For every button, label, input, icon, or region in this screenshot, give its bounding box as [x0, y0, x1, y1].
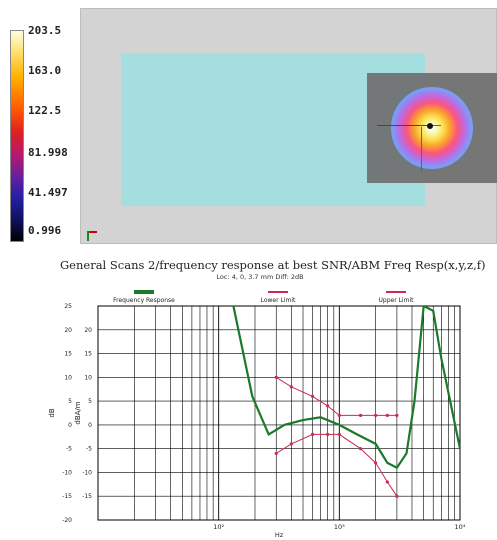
y-tick-label-inner: -15 — [82, 493, 92, 500]
chart-title: General Scans 2/frequency response at be… — [60, 258, 460, 272]
series-point — [326, 404, 329, 407]
series-point — [386, 480, 389, 483]
series-point — [359, 414, 362, 417]
series-point — [326, 433, 329, 436]
probe-scan-area — [367, 73, 497, 183]
colorbar-label: 0.996 — [28, 224, 61, 237]
y-tick-label-left: -20 — [62, 517, 72, 524]
legend-label: Frequency Response — [113, 297, 175, 304]
y-tick-label-left: 20 — [64, 327, 72, 334]
y-tick-label-left: 10 — [64, 374, 72, 381]
x-axis-marker — [377, 125, 427, 126]
colorbar-label: 122.5 — [28, 104, 61, 117]
y-tick-label-left: 0 — [68, 422, 72, 429]
series-point — [290, 385, 293, 388]
y-axis-title: dB — [48, 408, 56, 417]
series-point — [359, 447, 362, 450]
series-point — [311, 433, 314, 436]
y-axis-title-inner: dBA/m — [74, 401, 82, 424]
series-point — [311, 395, 314, 398]
x-tick-label: 10³ — [334, 523, 345, 531]
y-tick-label-left: 25 — [64, 303, 72, 310]
y-tick-label-inner: 15 — [84, 351, 92, 358]
colorbar: 203.5 163.0 122.5 81.998 41.497 0.996 — [4, 22, 80, 244]
y-axis-marker — [421, 127, 422, 173]
y-tick-label-left: 5 — [68, 398, 72, 405]
series-point — [275, 376, 278, 379]
origin-y-axis-icon — [87, 231, 89, 241]
x-axis-title: Hz — [275, 531, 284, 539]
x-tick-label: 10² — [213, 523, 224, 531]
legend-label: Upper Limit — [379, 297, 415, 304]
peak-marker — [427, 123, 433, 129]
y-tick-label-left: -15 — [62, 493, 72, 500]
x-tick-label: 10⁴ — [455, 523, 466, 531]
colorbar-label: 81.998 — [28, 146, 68, 159]
series-point — [275, 452, 278, 455]
y-tick-label-inner: -10 — [82, 469, 92, 476]
y-tick-label-inner: 10 — [84, 374, 92, 381]
colorbar-label: 41.497 — [28, 186, 68, 199]
series-point — [290, 442, 293, 445]
frequency-response-chart: 25 20 15 10 5 0 -5 -10 -15 -20 20 15 10 5 0 -5 -10 -15 dB d… — [0, 280, 497, 540]
series-point — [338, 414, 341, 417]
legend-label: Lower Limit — [261, 297, 296, 304]
y-tick-label-inner: 5 — [88, 398, 92, 405]
plot-area — [98, 306, 460, 520]
y-tick-label-inner: 0 — [88, 422, 92, 429]
series-point — [374, 414, 377, 417]
y-tick-label-inner: 20 — [84, 327, 92, 334]
colorbar-gradient — [10, 30, 24, 242]
y-tick-label-left: -10 — [62, 469, 72, 476]
series-point — [395, 414, 398, 417]
series-point — [386, 414, 389, 417]
y-tick-label-left: -5 — [66, 446, 72, 453]
series-point — [395, 495, 398, 498]
series-point — [338, 433, 341, 436]
series-point — [374, 461, 377, 464]
y-tick-label-left: 15 — [64, 351, 72, 358]
scene-viewport[interactable] — [80, 8, 497, 244]
y-tick-label-inner: -5 — [86, 446, 92, 453]
colorbar-label: 163.0 — [28, 64, 61, 77]
colorbar-label: 203.5 — [28, 24, 61, 37]
